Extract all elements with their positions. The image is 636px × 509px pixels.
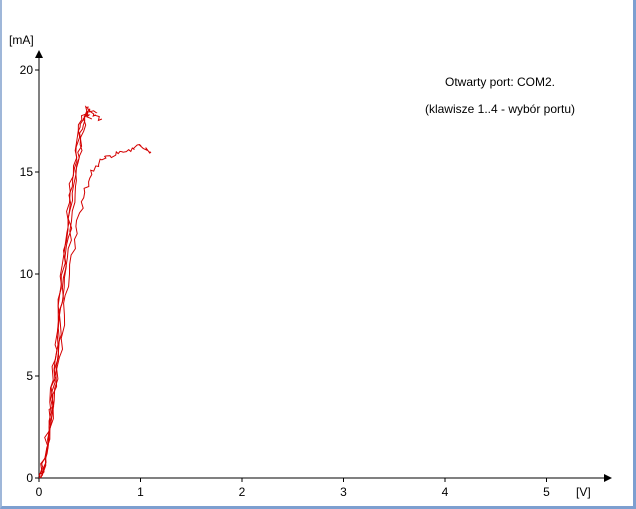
y-tick-label: 20 (20, 63, 34, 77)
trace-line-1 (38, 105, 103, 479)
x-tick-label: 5 (543, 485, 550, 499)
port-status: Otwarty port: COM2. (klawisze 1..4 - wyb… (400, 76, 600, 115)
x-tick-label: 1 (137, 485, 144, 499)
axes: [mA] [V] (9, 33, 612, 499)
y-tick-label: 15 (20, 165, 34, 179)
trace-line-4 (41, 143, 152, 477)
x-tick-label: 4 (442, 485, 449, 499)
y-tick-label: 0 (26, 471, 33, 485)
x-tick-label: 0 (36, 485, 43, 499)
x-tick-label: 2 (239, 485, 246, 499)
y-tick-label: 10 (20, 267, 34, 281)
port-hint-text: (klawisze 1..4 - wybór portu) (424, 102, 576, 116)
x-axis-label: [V] (576, 485, 591, 499)
trace-line-5 (39, 114, 93, 475)
axis-ticks: 0 1 2 3 4 5 0 5 10 15 20 (20, 63, 551, 499)
y-axis-arrow (35, 50, 43, 58)
y-tick-label: 5 (26, 369, 33, 383)
trace-line-2 (38, 108, 98, 477)
x-tick-label: 3 (340, 485, 347, 499)
y-axis-label: [mA] (9, 33, 34, 47)
x-axis-arrow (604, 474, 612, 482)
port-status-text: Otwarty port: COM2. (444, 75, 556, 89)
trace-line-3 (40, 110, 89, 479)
measurement-traces (38, 105, 152, 479)
